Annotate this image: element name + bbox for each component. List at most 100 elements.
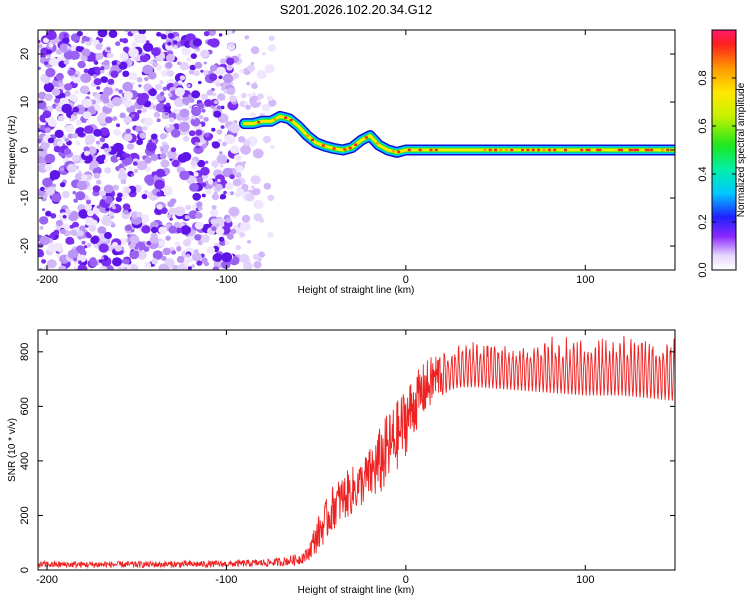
noise-blob xyxy=(194,142,200,147)
noise-blob xyxy=(93,172,101,179)
noise-blob xyxy=(217,93,226,101)
noise-blob xyxy=(98,259,103,263)
noise-blob xyxy=(131,42,138,48)
noise-blob xyxy=(102,143,109,150)
noise-blob xyxy=(143,83,152,92)
noise-blob xyxy=(105,116,113,124)
noise-blob xyxy=(212,92,217,97)
noise-blob xyxy=(158,263,169,270)
noise-blob xyxy=(70,240,75,244)
noise-blob xyxy=(179,170,190,181)
noise-blob xyxy=(122,38,129,44)
noise-blob xyxy=(237,53,242,58)
noise-blob xyxy=(47,118,58,127)
noise-blob xyxy=(142,125,148,131)
noise-blob xyxy=(226,233,234,240)
noise-blob xyxy=(201,182,207,188)
signal-peak xyxy=(644,148,650,152)
noise-blob xyxy=(208,73,218,81)
noise-blob xyxy=(93,59,97,64)
noise-blob xyxy=(219,151,223,155)
noise-blob xyxy=(96,179,102,185)
noise-blob xyxy=(128,72,138,81)
noise-blob xyxy=(151,133,158,140)
noise-blob xyxy=(117,266,123,270)
noise-blob xyxy=(161,69,169,77)
noise-blob xyxy=(186,256,193,263)
noise-blob xyxy=(159,133,167,140)
noise-blob xyxy=(64,83,73,91)
noise-blob xyxy=(150,226,158,234)
noise-blob xyxy=(156,32,162,37)
noise-blob xyxy=(44,153,56,164)
noise-blob xyxy=(76,30,83,37)
noise-blob xyxy=(138,84,142,88)
noise-blob xyxy=(122,70,130,78)
noise-blob xyxy=(149,60,154,64)
noise-blob xyxy=(133,168,139,173)
noise-blob xyxy=(88,224,97,232)
noise-blob xyxy=(139,132,147,139)
noise-blob xyxy=(229,174,235,180)
noise-blob xyxy=(167,214,172,219)
noise-blob xyxy=(193,172,199,177)
noise-blob xyxy=(221,260,231,270)
noise-blob xyxy=(213,191,218,196)
noise-blob xyxy=(38,248,44,258)
noise-blob xyxy=(99,137,106,143)
noise-blob xyxy=(144,261,152,269)
noise-blob xyxy=(122,203,131,211)
noise-blob xyxy=(233,154,242,162)
spec-xtick-label: 100 xyxy=(576,274,594,286)
noise-blob xyxy=(261,103,271,112)
noise-blob xyxy=(204,132,210,138)
signal-peak xyxy=(407,148,411,152)
noise-blob xyxy=(174,36,181,42)
noise-blob xyxy=(41,208,46,212)
noise-blob xyxy=(97,30,108,38)
noise-blob xyxy=(158,240,165,247)
noise-blob xyxy=(216,105,222,110)
noise-blob xyxy=(51,186,56,191)
noise-blob xyxy=(46,259,57,269)
noise-blob xyxy=(146,142,157,152)
noise-blob xyxy=(72,154,80,162)
noise-blob xyxy=(184,215,190,220)
noise-blob xyxy=(161,255,167,261)
noise-blob xyxy=(63,33,68,37)
noise-blob xyxy=(267,194,275,202)
noise-blob xyxy=(87,210,94,217)
noise-blob xyxy=(136,139,144,146)
noise-blob xyxy=(81,48,91,57)
noise-blob xyxy=(165,123,171,128)
noise-blob xyxy=(189,97,195,103)
snr-xtick-label: -200 xyxy=(36,574,58,586)
noise-blob xyxy=(80,159,85,164)
noise-blob xyxy=(38,138,42,144)
noise-blob xyxy=(206,246,215,254)
noise-blob xyxy=(134,246,139,250)
noise-blob xyxy=(239,68,245,74)
noise-blob xyxy=(62,37,70,44)
noise-blob xyxy=(245,193,255,202)
noise-blob xyxy=(38,242,44,248)
signal-peak xyxy=(494,148,498,152)
noise-blob xyxy=(86,120,90,124)
noise-blob xyxy=(95,43,103,51)
noise-blob xyxy=(189,183,199,192)
noise-blob xyxy=(124,30,129,33)
snr-ytick-label: 800 xyxy=(19,343,31,361)
noise-blob xyxy=(167,92,173,98)
noise-blob xyxy=(83,68,89,74)
noise-blob xyxy=(82,98,93,108)
noise-blob xyxy=(219,164,224,168)
noise-blob xyxy=(93,129,102,137)
noise-blob xyxy=(85,134,96,144)
noise-blob xyxy=(44,164,53,172)
noise-blob xyxy=(102,97,110,104)
noise-blob xyxy=(85,232,91,237)
noise-blob xyxy=(60,228,66,234)
noise-blob xyxy=(113,128,121,136)
noise-blob xyxy=(137,93,142,98)
noise-blob xyxy=(77,60,86,69)
